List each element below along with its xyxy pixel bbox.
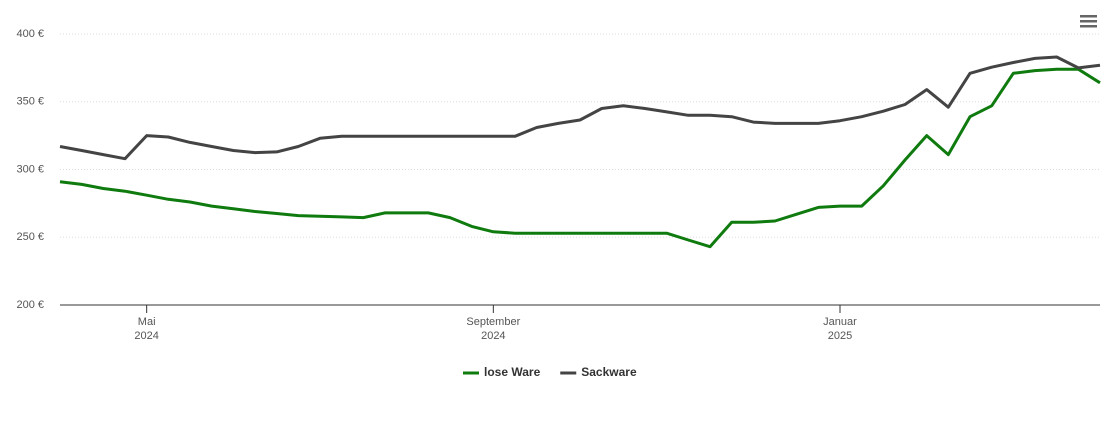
legend-label[interactable]: Sackware — [581, 365, 637, 379]
line-series — [59, 67, 1101, 249]
y-tick-label: 400 € — [16, 28, 44, 40]
x-tick-label: September 2024 — [466, 316, 521, 342]
y-tick-label: 200 € — [16, 299, 44, 311]
line-series — [59, 55, 1101, 161]
x-tick-label: Mai 2024 — [134, 316, 159, 342]
legend-label[interactable]: lose Ware — [484, 365, 541, 379]
y-tick-label: 300 € — [16, 163, 44, 175]
menu-icon[interactable] — [1080, 15, 1097, 28]
x-tick-label: Januar 2025 — [823, 316, 857, 342]
y-tick-label: 250 € — [16, 231, 44, 243]
y-tick-label: 350 € — [16, 96, 44, 108]
